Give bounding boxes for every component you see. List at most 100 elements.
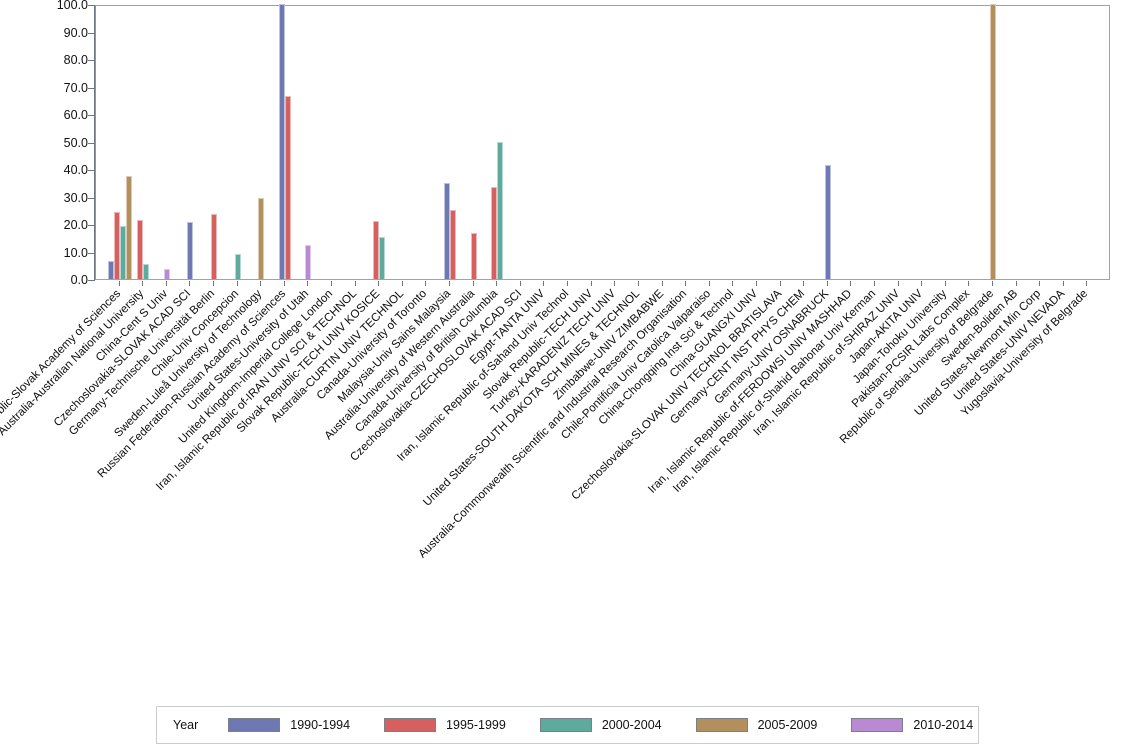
- x-axis-tick-mark: [355, 281, 356, 286]
- x-axis-tick-label: Iran, Islamic Republic of-Sahand Univ Te…: [394, 287, 572, 464]
- bar: [373, 220, 380, 279]
- x-axis-tick-mark: [402, 281, 403, 286]
- x-axis-tick-label: United States-UNIV NEVADA: [950, 287, 1068, 404]
- x-axis-tick-mark: [756, 281, 757, 286]
- legend-label: 2010-2014: [913, 718, 974, 732]
- x-axis-tick-mark: [662, 281, 663, 286]
- bar: [113, 212, 120, 279]
- y-axis-tick-mark: [88, 225, 94, 226]
- x-axis-tick-label: Iran, Islamic Republic of-SHIRAZ UNIV: [750, 287, 902, 439]
- x-axis-tick-label: United States-University of Utah: [185, 287, 312, 413]
- y-axis-tick-mark: [88, 253, 94, 254]
- x-axis-tick-label: Germany-UNIV OSNABRUCK: [711, 287, 831, 407]
- x-axis-tick-mark: [1063, 281, 1064, 286]
- x-axis-tick-label: Sweden-Boliden AB: [938, 287, 1020, 369]
- bar: [163, 268, 170, 279]
- bar: [491, 187, 498, 279]
- legend-item[interactable]: 2000-2004: [539, 718, 662, 732]
- x-axis-tick-mark: [732, 281, 733, 286]
- y-axis-line: [94, 5, 95, 281]
- x-axis-tick-mark: [968, 281, 969, 286]
- x-axis-tick-mark: [378, 281, 379, 286]
- x-axis-tick-label: United States-Newmont Min Corp: [912, 287, 1044, 419]
- legend-item[interactable]: 1990-1994: [228, 718, 350, 732]
- bar: [989, 4, 996, 279]
- x-axis-tick-mark: [543, 281, 544, 286]
- x-axis-tick-label: Australia-CURTIN UNIV TECHNOL: [268, 287, 407, 425]
- legend-label: 1995-1999: [446, 718, 506, 732]
- bar: [450, 210, 457, 279]
- y-axis-tick-label: 20.0: [63, 218, 88, 232]
- legend-swatch: [695, 718, 748, 732]
- x-axis-tick-label: Slovak Republic-TECH UNIV: [480, 287, 595, 402]
- bar: [470, 232, 477, 279]
- x-axis-tick-mark: [567, 281, 568, 286]
- bar: [379, 237, 386, 279]
- x-axis-tick-label: United States-SOUTH DAKOTA SCH MINES & T…: [420, 287, 643, 509]
- x-axis-tick-mark: [827, 281, 828, 286]
- x-axis-tick-label: Chile-Univ Concepcion: [148, 287, 241, 380]
- x-axis-tick-label: China-GUANGXI UNIV: [667, 287, 761, 381]
- bar: [305, 244, 312, 279]
- x-axis-tick-label: Japan-AKITA UNIV: [846, 287, 926, 366]
- legend-item[interactable]: 2010-2014: [851, 718, 973, 732]
- x-axis-tick-mark: [119, 281, 120, 286]
- x-axis-tick-mark: [638, 281, 639, 286]
- legend-swatch: [384, 718, 437, 732]
- x-axis-tick-mark: [189, 281, 190, 286]
- x-axis-tick-label: Japan-Tohoku University: [850, 287, 950, 387]
- x-axis-tick-label: Australia-University of Western Australi…: [321, 287, 477, 443]
- x-axis-tick-mark: [449, 281, 450, 286]
- x-axis-tick-mark: [614, 281, 615, 286]
- bar: [234, 253, 241, 279]
- y-axis-tick-label: 60.0: [63, 108, 88, 122]
- legend[interactable]: Year 1990-1994 1995-1999 2000-2004 2005-200…: [156, 706, 979, 744]
- x-axis-tick-mark: [237, 281, 238, 286]
- x-axis-tick-mark: [425, 281, 426, 286]
- bar: [119, 225, 126, 279]
- x-axis-tick-mark: [992, 281, 993, 286]
- x-axis-tick-label: Chile-Pontificia Univ Catolica Valparais…: [558, 287, 713, 442]
- bars-layer: [96, 4, 1109, 279]
- x-axis-tick-label: Australia-Australian National University: [0, 287, 147, 438]
- x-axis-tick-label: Canada-University of Toronto: [314, 287, 430, 403]
- x-axis-tick-mark: [780, 281, 781, 286]
- x-axis-tick-mark: [1016, 281, 1017, 286]
- bar: [444, 182, 451, 279]
- y-axis-tick-label: 90.0: [63, 25, 88, 40]
- legend-item[interactable]: 2005-2009: [695, 718, 818, 732]
- x-axis-tick-mark: [1039, 281, 1040, 286]
- legend-label: 2000-2004: [601, 718, 662, 732]
- y-axis-tick-label: 0.0: [70, 273, 88, 287]
- x-axis-tick-mark: [591, 281, 592, 286]
- x-axis-tick-mark: [850, 281, 851, 286]
- x-axis-tick-label: Pakistan-PCSIR Labs Complex: [849, 287, 973, 411]
- y-axis-tick-mark: [88, 280, 94, 281]
- plot-area: [95, 4, 1110, 280]
- x-axis-tick-mark: [874, 281, 875, 286]
- y-axis-tick-mark: [88, 60, 94, 61]
- legend-title: Year: [173, 718, 199, 732]
- x-axis-tick-mark: [520, 281, 521, 286]
- legend-items: 1990-1994 1995-1999 2000-2004 2005-2009 2010…: [228, 718, 1007, 732]
- y-axis-tick-label: 40.0: [63, 163, 88, 177]
- bar: [137, 220, 144, 279]
- x-axis-tick-label: Sweden-Luleå University of Technology: [111, 287, 265, 440]
- y-axis-tick-mark: [88, 5, 94, 6]
- x-axis-tick-mark: [473, 281, 474, 286]
- legend-item[interactable]: 1995-1999: [384, 718, 506, 732]
- bar: [497, 141, 504, 279]
- y-axis-tick-label: 100.0: [56, 0, 88, 12]
- x-axis-tick-label: Slovak Republic-Slovak Academy of Scienc…: [0, 287, 123, 463]
- x-axis-tick-label: Czechoslovakia-CZECHOSLOVAK ACAD SCI: [347, 287, 525, 464]
- x-axis-tick-mark: [307, 281, 308, 286]
- x-axis-tick-label: Germany-Technische Universität Berlin: [66, 287, 218, 438]
- x-axis-tick-label: Russian Federation-Russian Academy of Sc…: [94, 287, 289, 481]
- x-axis-tick-label: Zimbabwe-UNIV ZIMBABWE: [550, 287, 666, 403]
- x-axis-tick-mark: [213, 281, 214, 286]
- x-axis-tick-label: Czechoslovakia-SLOVAK ACAD SCI: [51, 287, 194, 430]
- x-axis-tick-label: Slovak Republic-TECH UNIV KOSICE: [234, 287, 383, 436]
- legend-label: 2005-2009: [757, 718, 818, 732]
- y-axis-tick-mark: [88, 170, 94, 171]
- x-axis-tick-mark: [331, 281, 332, 286]
